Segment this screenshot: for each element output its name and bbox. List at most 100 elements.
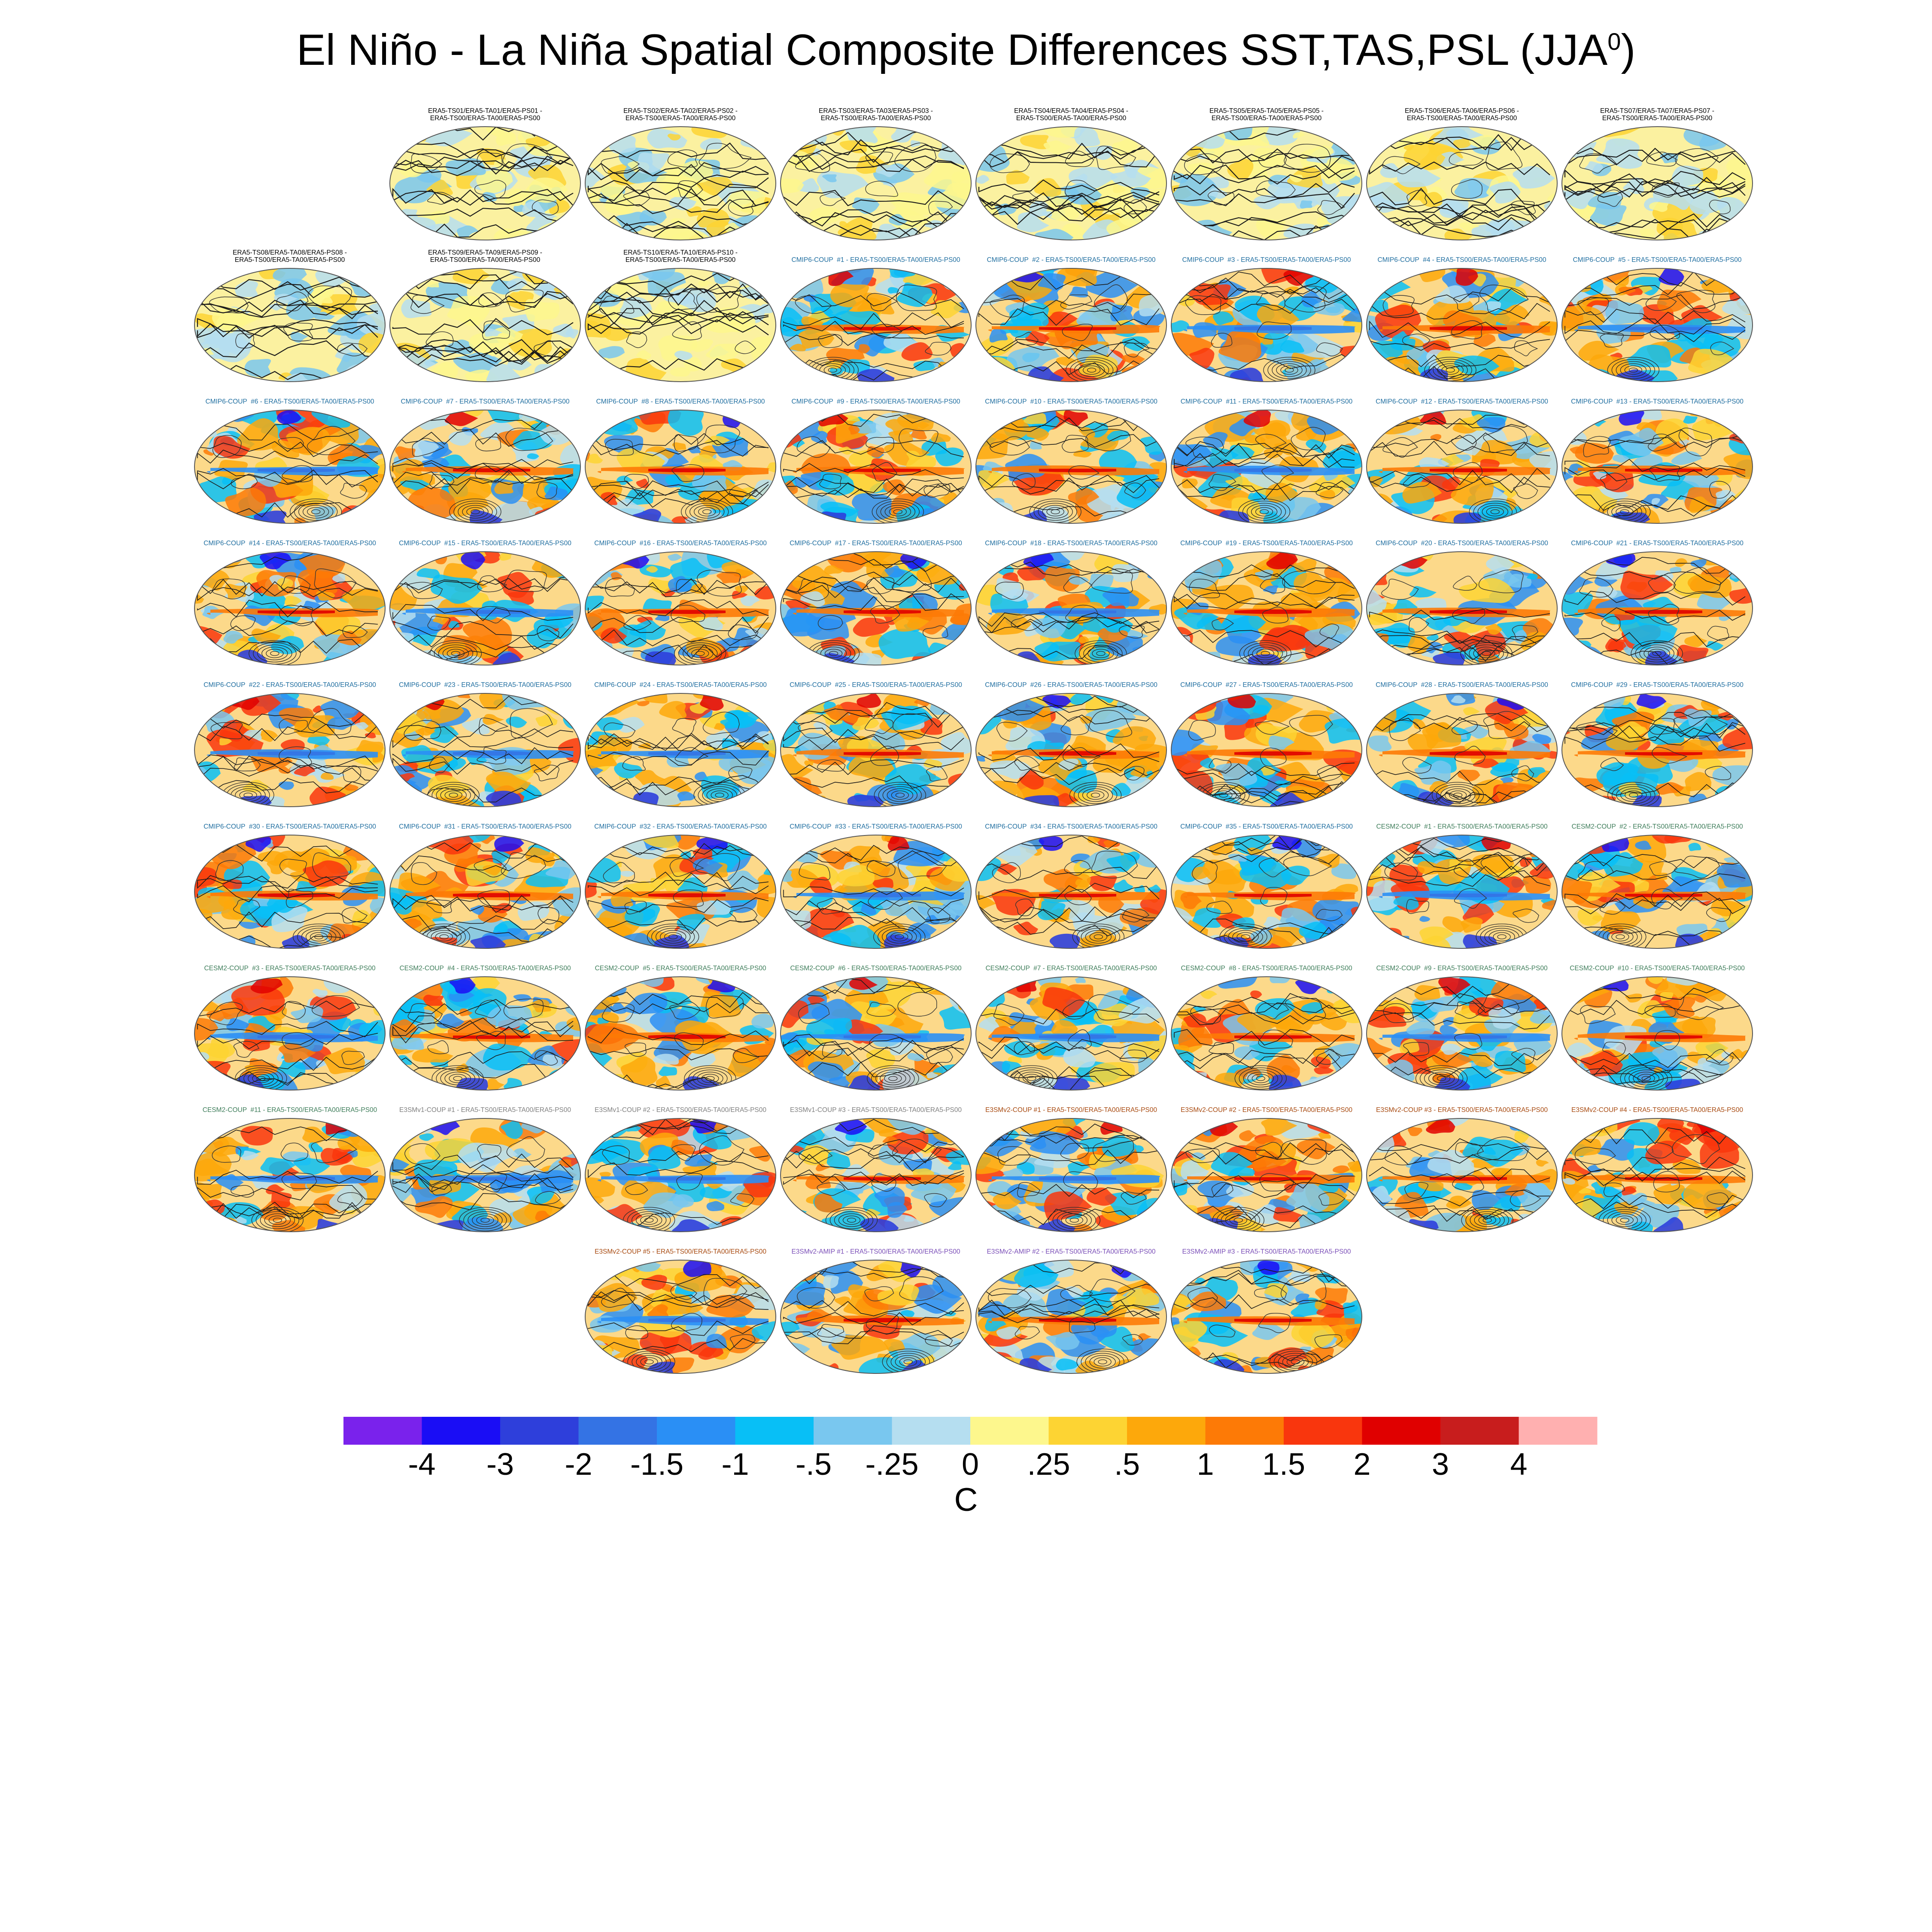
globe-map bbox=[975, 410, 1167, 524]
panel-label: CESM2-COUP #6 - ERA5-TS00/ERA5-TA00/ERA5… bbox=[790, 965, 962, 972]
panel-label: E3SMv2-COUP #1 - ERA5-TS00/ERA5-TA00/ERA… bbox=[985, 1106, 1157, 1114]
colorbar-box bbox=[1284, 1417, 1362, 1445]
panel-grid: ERA5-TS01/ERA5-TA01/ERA5-PS01 - ERA5-TS0… bbox=[193, 107, 1754, 1382]
colorbar-tick-label: -4 bbox=[408, 1447, 435, 1481]
map-panel: CMIP6-COUP #35 - ERA5-TS00/ERA5-TA00/ERA… bbox=[1170, 816, 1363, 957]
globe-map bbox=[389, 835, 581, 949]
map-panel: CESM2-COUP #6 - ERA5-TS00/ERA5-TA00/ERA5… bbox=[779, 957, 972, 1099]
panel-label: CMIP6-COUP #30 - ERA5-TS00/ERA5-TA00/ERA… bbox=[204, 823, 376, 830]
globe-map bbox=[780, 126, 972, 240]
globe-map bbox=[780, 410, 972, 524]
globe-map bbox=[975, 126, 1167, 240]
panel-label: CMIP6-COUP #13 - ERA5-TS00/ERA5-TA00/ERA… bbox=[1571, 398, 1744, 405]
map-panel: E3SMv2-COUP #3 - ERA5-TS00/ERA5-TA00/ERA… bbox=[1365, 1099, 1558, 1241]
map-panel: E3SMv2-AMIP #3 - ERA5-TS00/ERA5-TA00/ERA… bbox=[1170, 1241, 1363, 1382]
panel-label: ERA5-TS05/ERA5-TA05/ERA5-PS05 - ERA5-TS0… bbox=[1209, 107, 1324, 122]
panel-label: E3SMv1-COUP #3 - ERA5-TS00/ERA5-TA00/ERA… bbox=[790, 1106, 962, 1114]
map-panel: CESM2-COUP #4 - ERA5-TS00/ERA5-TA00/ERA5… bbox=[389, 957, 582, 1099]
panel-label: CMIP6-COUP #32 - ERA5-TS00/ERA5-TA00/ERA… bbox=[594, 823, 767, 830]
map-panel: CMIP6-COUP #3 - ERA5-TS00/ERA5-TA00/ERA5… bbox=[1170, 249, 1363, 391]
map-panel: CMIP6-COUP #34 - ERA5-TS00/ERA5-TA00/ERA… bbox=[975, 816, 1168, 957]
panel-label: CMIP6-COUP #27 - ERA5-TS00/ERA5-TA00/ERA… bbox=[1180, 681, 1353, 689]
colorbar-tick-label: -1 bbox=[721, 1447, 749, 1481]
map-panel: CESM2-COUP #10 - ERA5-TS00/ERA5-TA00/ERA… bbox=[1561, 957, 1754, 1099]
globe-map bbox=[194, 835, 386, 949]
panel-label: CMIP6-COUP #14 - ERA5-TS00/ERA5-TA00/ERA… bbox=[204, 540, 376, 547]
panel-label: CMIP6-COUP #19 - ERA5-TS00/ERA5-TA00/ERA… bbox=[1180, 540, 1353, 547]
panel-label: CMIP6-COUP #24 - ERA5-TS00/ERA5-TA00/ERA… bbox=[594, 681, 767, 689]
panel-label: CESM2-COUP #3 - ERA5-TS00/ERA5-TA00/ERA5… bbox=[204, 965, 376, 972]
globe-map bbox=[389, 126, 581, 240]
panel-label: CESM2-COUP #2 - ERA5-TS00/ERA5-TA00/ERA5… bbox=[1571, 823, 1743, 830]
globe-map bbox=[1561, 410, 1753, 524]
globe-map bbox=[1561, 976, 1753, 1091]
globe-map bbox=[585, 551, 776, 665]
map-panel: CMIP6-COUP #9 - ERA5-TS00/ERA5-TA00/ERA5… bbox=[779, 391, 972, 532]
map-panel: CMIP6-COUP #31 - ERA5-TS00/ERA5-TA00/ERA… bbox=[389, 816, 582, 957]
panel-label: CMIP6-COUP #29 - ERA5-TS00/ERA5-TA00/ERA… bbox=[1571, 681, 1744, 689]
panel-label: CMIP6-COUP #28 - ERA5-TS00/ERA5-TA00/ERA… bbox=[1376, 681, 1548, 689]
panel-label: CMIP6-COUP #15 - ERA5-TS00/ERA5-TA00/ERA… bbox=[399, 540, 571, 547]
globe-map bbox=[975, 1118, 1167, 1232]
panel-label: E3SMv2-AMIP #3 - ERA5-TS00/ERA5-TA00/ERA… bbox=[1182, 1248, 1351, 1255]
map-panel: CMIP6-COUP #30 - ERA5-TS00/ERA5-TA00/ERA… bbox=[193, 816, 386, 957]
panel-label: CMIP6-COUP #34 - ERA5-TS00/ERA5-TA00/ERA… bbox=[985, 823, 1157, 830]
map-panel: E3SMv2-COUP #2 - ERA5-TS00/ERA5-TA00/ERA… bbox=[1170, 1099, 1363, 1241]
map-panel: E3SMv2-AMIP #2 - ERA5-TS00/ERA5-TA00/ERA… bbox=[975, 1241, 1168, 1382]
map-panel: CMIP6-COUP #21 - ERA5-TS00/ERA5-TA00/ERA… bbox=[1561, 532, 1754, 674]
title-main: El Niño - La Niña Spatial Composite Diff… bbox=[296, 25, 1608, 74]
map-panel: CMIP6-COUP #26 - ERA5-TS00/ERA5-TA00/ERA… bbox=[975, 674, 1168, 816]
panel-label: CMIP6-COUP #11 - ERA5-TS00/ERA5-TA00/ERA… bbox=[1180, 398, 1353, 405]
map-panel: CMIP6-COUP #10 - ERA5-TS00/ERA5-TA00/ERA… bbox=[975, 391, 1168, 532]
map-panel: CMIP6-COUP #2 - ERA5-TS00/ERA5-TA00/ERA5… bbox=[975, 249, 1168, 391]
globe-map bbox=[975, 268, 1167, 382]
globe-map bbox=[1561, 1118, 1753, 1232]
map-panel: CESM2-COUP #7 - ERA5-TS00/ERA5-TA00/ERA5… bbox=[975, 957, 1168, 1099]
colorbar-tick-label: 1 bbox=[1197, 1447, 1214, 1481]
globe-map bbox=[1171, 1118, 1362, 1232]
map-panel: CMIP6-COUP #27 - ERA5-TS00/ERA5-TA00/ERA… bbox=[1170, 674, 1363, 816]
map-panel: CESM2-COUP #3 - ERA5-TS00/ERA5-TA00/ERA5… bbox=[193, 957, 386, 1099]
colorbar-tick-label: -1.5 bbox=[630, 1447, 683, 1481]
map-panel: CMIP6-COUP #16 - ERA5-TS00/ERA5-TA00/ERA… bbox=[584, 532, 777, 674]
panel-label: E3SMv2-COUP #3 - ERA5-TS00/ERA5-TA00/ERA… bbox=[1376, 1106, 1548, 1114]
globe-map bbox=[585, 1260, 776, 1374]
globe-map bbox=[1561, 551, 1753, 665]
colorbar-tick-label: 3 bbox=[1432, 1447, 1449, 1481]
globe-map bbox=[975, 835, 1167, 949]
globe-map bbox=[1171, 835, 1362, 949]
globe-map bbox=[1561, 268, 1753, 382]
globe-map bbox=[1366, 268, 1558, 382]
map-panel: E3SMv2-COUP #1 - ERA5-TS00/ERA5-TA00/ERA… bbox=[975, 1099, 1168, 1241]
title-superscript: 0 bbox=[1607, 28, 1621, 55]
panel-label: CMIP6-COUP #9 - ERA5-TS00/ERA5-TA00/ERA5… bbox=[791, 398, 960, 405]
map-panel: CESM2-COUP #5 - ERA5-TS00/ERA5-TA00/ERA5… bbox=[584, 957, 777, 1099]
map-panel: CMIP6-COUP #25 - ERA5-TS00/ERA5-TA00/ERA… bbox=[779, 674, 972, 816]
colorbar-box bbox=[1362, 1417, 1441, 1445]
map-panel: CMIP6-COUP #17 - ERA5-TS00/ERA5-TA00/ERA… bbox=[779, 532, 972, 674]
panel-label: CMIP6-COUP #12 - ERA5-TS00/ERA5-TA00/ERA… bbox=[1376, 398, 1548, 405]
panel-label: CMIP6-COUP #20 - ERA5-TS00/ERA5-TA00/ERA… bbox=[1376, 540, 1548, 547]
panel-label: E3SMv1-COUP #2 - ERA5-TS00/ERA5-TA00/ERA… bbox=[595, 1106, 766, 1114]
globe-map bbox=[780, 268, 972, 382]
map-panel: CESM2-COUP #1 - ERA5-TS00/ERA5-TA00/ERA5… bbox=[1365, 816, 1558, 957]
map-panel: CMIP6-COUP #22 - ERA5-TS00/ERA5-TA00/ERA… bbox=[193, 674, 386, 816]
colorbar-tick-label: 4 bbox=[1510, 1447, 1527, 1481]
colorbar: -4 -3 -2 -1.5 -1 -.5 -.25 0 .25 .5 1 1.5 2 3 4 bbox=[343, 1417, 1598, 1481]
globe-map bbox=[1561, 126, 1753, 240]
globe-map bbox=[194, 410, 386, 524]
map-panel: CESM2-COUP #8 - ERA5-TS00/ERA5-TA00/ERA5… bbox=[1170, 957, 1363, 1099]
colorbar-tick-label: .25 bbox=[1027, 1447, 1070, 1481]
colorbar-tick-label: .5 bbox=[1114, 1447, 1140, 1481]
globe-map bbox=[389, 551, 581, 665]
map-panel: CMIP6-COUP #23 - ERA5-TS00/ERA5-TA00/ERA… bbox=[389, 674, 582, 816]
globe-map bbox=[585, 1118, 776, 1232]
map-panel: E3SMv2-COUP #5 - ERA5-TS00/ERA5-TA00/ERA… bbox=[584, 1241, 777, 1382]
globe-map bbox=[585, 976, 776, 1091]
panel-label: ERA5-TS10/ERA5-TA10/ERA5-PS10 - ERA5-TS0… bbox=[623, 249, 738, 264]
colorbar-box bbox=[1205, 1417, 1284, 1445]
panel-label: ERA5-TS02/ERA5-TA02/ERA5-PS02 - ERA5-TS0… bbox=[623, 107, 738, 122]
globe-map bbox=[975, 693, 1167, 807]
panel-label: CESM2-COUP #5 - ERA5-TS00/ERA5-TA00/ERA5… bbox=[595, 965, 766, 972]
colorbar-box bbox=[343, 1417, 422, 1445]
